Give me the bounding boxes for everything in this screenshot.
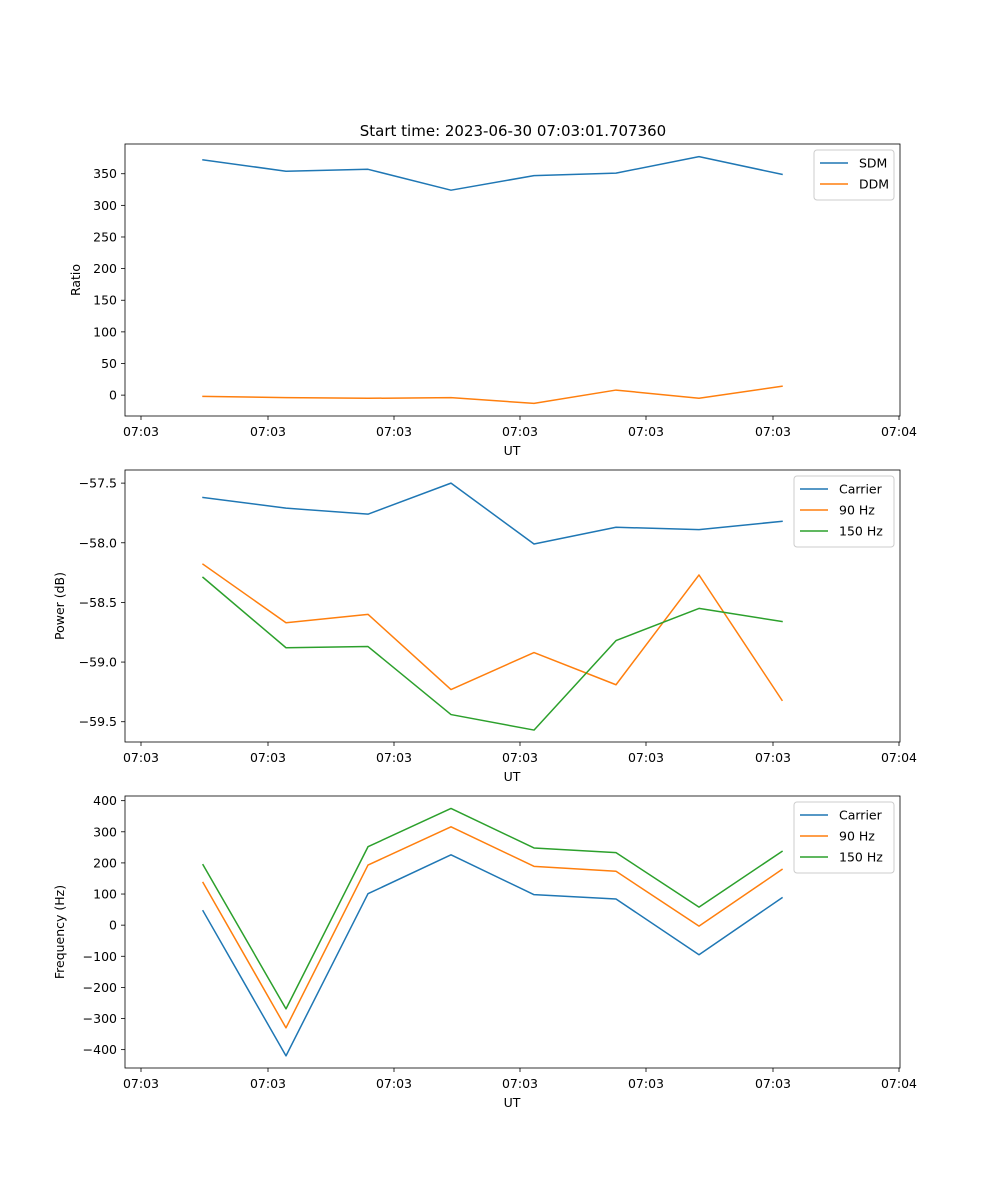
y-tick-label: 250 bbox=[93, 229, 117, 244]
series-line-carrier bbox=[202, 482, 783, 545]
x-tick-label: 07:03 bbox=[755, 1076, 791, 1091]
x-tick-label: 07:03 bbox=[628, 750, 664, 765]
legend-label: 90 Hz bbox=[839, 829, 875, 844]
legend-label: 150 Hz bbox=[839, 524, 883, 539]
y-axis-label: Frequency (Hz) bbox=[52, 885, 67, 979]
x-tick-label: 07:04 bbox=[881, 750, 917, 765]
y-axis-label: Power (dB) bbox=[52, 572, 67, 640]
x-tick-label: 07:03 bbox=[376, 424, 412, 439]
y-tick-label: 50 bbox=[101, 356, 117, 371]
y-tick-label: −300 bbox=[83, 1011, 117, 1026]
series-line-150-hz bbox=[201, 807, 784, 1010]
x-axis-label: UT bbox=[504, 443, 521, 458]
legend-label: DDM bbox=[859, 177, 889, 192]
x-tick-label: 07:03 bbox=[250, 424, 286, 439]
x-tick-label: 07:04 bbox=[881, 424, 917, 439]
x-axis-label: UT bbox=[504, 1095, 521, 1110]
x-tick-label: 07:03 bbox=[628, 1076, 664, 1091]
y-tick-label: 300 bbox=[93, 824, 117, 839]
series-line-sdm bbox=[202, 155, 783, 191]
y-tick-label: 400 bbox=[93, 793, 117, 808]
power-panel: 07:03 07:03 07:03 07:03 07:03 07:03 07:04 UT −59… bbox=[52, 469, 917, 784]
x-tick-label: 07:03 bbox=[123, 750, 159, 765]
x-tick-label: 07:03 bbox=[502, 1076, 538, 1091]
figure-title: Start time: 2023-06-30 07:03:01.707360 bbox=[360, 122, 666, 140]
y-tick-label: −59.5 bbox=[79, 714, 117, 729]
y-tick-label: −59.0 bbox=[79, 655, 117, 670]
x-tick-label: 07:03 bbox=[250, 750, 286, 765]
y-tick-label: −100 bbox=[83, 949, 117, 964]
y-axis-label: Ratio bbox=[68, 264, 83, 296]
legend-label: 150 Hz bbox=[839, 850, 883, 865]
legend-label: 90 Hz bbox=[839, 503, 875, 518]
series-line-carrier bbox=[201, 854, 784, 1057]
x-tick-label: 07:03 bbox=[755, 750, 791, 765]
axes-frame bbox=[124, 795, 901, 1069]
y-tick-label: 200 bbox=[93, 855, 117, 870]
x-tick-label: 07:03 bbox=[376, 750, 412, 765]
series-line-ddm bbox=[202, 385, 783, 405]
ratio-panel: 07:03 07:03 07:03 07:03 07:03 07:03 07:04 UT 0 50… bbox=[68, 143, 917, 458]
x-tick-label: 07:03 bbox=[502, 750, 538, 765]
y-tick-label: 200 bbox=[93, 261, 117, 276]
x-tick-label: 07:03 bbox=[123, 1076, 159, 1091]
legend-label: Carrier bbox=[839, 482, 883, 497]
y-tick-label: −58.5 bbox=[79, 595, 117, 610]
legend-box bbox=[793, 801, 895, 874]
x-tick-label: 07:03 bbox=[123, 424, 159, 439]
y-tick-label: −57.5 bbox=[79, 476, 117, 491]
y-tick-label: −400 bbox=[83, 1042, 117, 1057]
y-tick-label: −58.0 bbox=[79, 535, 117, 550]
series-line-90-hz bbox=[201, 826, 784, 1029]
x-tick-label: 07:03 bbox=[755, 424, 791, 439]
x-tick-label: 07:03 bbox=[376, 1076, 412, 1091]
x-tick-label: 07:03 bbox=[502, 424, 538, 439]
y-tick-label: 100 bbox=[93, 324, 117, 339]
x-tick-label: 07:03 bbox=[250, 1076, 286, 1091]
x-tick-label: 07:04 bbox=[881, 1076, 917, 1091]
legend-box bbox=[793, 475, 895, 548]
legend-label: Carrier bbox=[839, 808, 883, 823]
series-line-90-hz bbox=[201, 563, 784, 702]
y-tick-label: 0 bbox=[109, 918, 117, 933]
legend-label: SDM bbox=[859, 156, 887, 171]
y-tick-label: 300 bbox=[93, 198, 117, 213]
frequency-panel: 07:03 07:03 07:03 07:03 07:03 07:03 07:04 UT −40… bbox=[52, 793, 917, 1110]
y-tick-label: 150 bbox=[93, 293, 117, 308]
x-axis-label: UT bbox=[504, 769, 521, 784]
y-tick-label: 100 bbox=[93, 887, 117, 902]
x-tick-label: 07:03 bbox=[628, 424, 664, 439]
axes-frame bbox=[124, 143, 901, 417]
y-tick-label: 0 bbox=[109, 388, 117, 403]
y-tick-label: 350 bbox=[93, 166, 117, 181]
axes-frame bbox=[124, 469, 901, 743]
series-line-150-hz bbox=[201, 576, 783, 731]
y-tick-label: −200 bbox=[83, 980, 117, 995]
